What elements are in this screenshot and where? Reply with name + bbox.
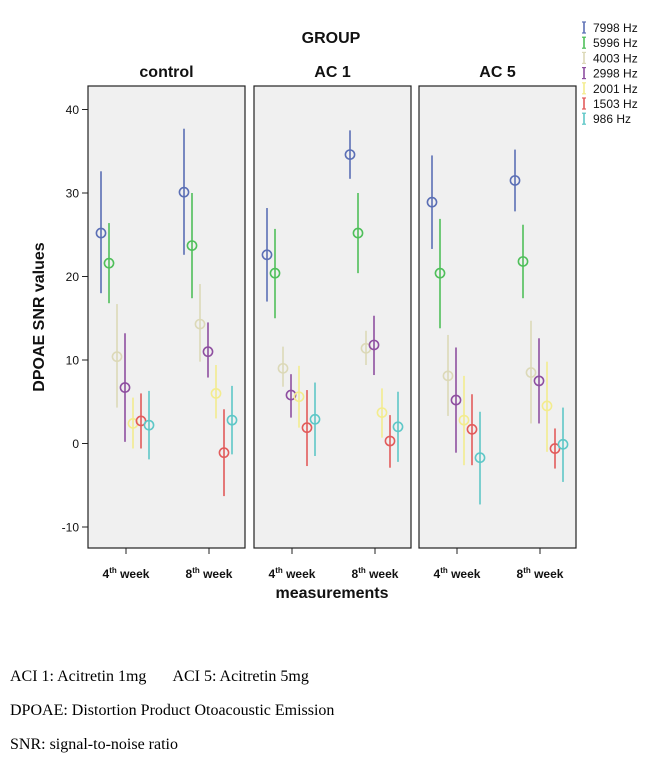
point-7998-hz: [95, 227, 107, 239]
point-4003-hz: [111, 351, 123, 363]
point-7998-hz: [344, 149, 356, 160]
point-5996-hz: [434, 267, 446, 279]
panel-1: [87, 85, 246, 549]
point-1503-hz: [218, 447, 230, 459]
x-tick-label: 4th week: [103, 566, 150, 581]
y-tick-label-10: 10: [66, 354, 80, 368]
panel-label-3: AC 5: [479, 64, 516, 81]
point-2001-hz: [376, 407, 388, 419]
legend-label-2998-hz: 2998 Hz: [593, 67, 638, 81]
y-tick-label-20: 20: [66, 270, 80, 284]
point-986-hz: [474, 452, 486, 464]
panel-3: [418, 85, 577, 549]
point-1503-hz: [384, 435, 396, 447]
point-986-hz: [557, 438, 569, 450]
footnote-line-1: ACI 1: Acitretin 1mg ACI 5: Acitretin 5mg: [10, 666, 650, 700]
footnote-aci5: ACI 5: Acitretin 5mg: [172, 668, 309, 685]
chart: GROUP control AC 1 AC 5 -10 0 10 20 30 40 DPOAE SN…: [31, 21, 638, 602]
point-986-hz: [226, 414, 238, 426]
x-tick-label: 4th week: [434, 566, 481, 581]
point-4003-hz: [525, 367, 537, 378]
point-2001-hz: [458, 414, 470, 426]
point-5996-hz: [103, 257, 115, 269]
point-2998-hz: [119, 382, 131, 393]
footnote-aci1: ACI 1: Acitretin 1mg: [10, 668, 147, 685]
point-5996-hz: [517, 256, 529, 267]
point-4003-hz: [277, 362, 289, 374]
point-1503-hz: [301, 422, 313, 434]
y-tick-label-0: 0: [72, 437, 79, 451]
point-2998-hz: [202, 346, 214, 358]
x-tick-label: 4th week: [269, 566, 316, 581]
x-axis-label: measurements: [276, 585, 389, 602]
point-7998-hz: [426, 196, 438, 208]
point-4003-hz: [194, 318, 206, 330]
legend-label-4003-hz: 4003 Hz: [593, 51, 638, 65]
point-2001-hz: [541, 400, 553, 412]
panel-label-2: AC 1: [314, 64, 351, 81]
point-986-hz: [392, 421, 404, 433]
chart-title: GROUP: [302, 30, 361, 47]
point-986-hz: [143, 419, 155, 431]
point-5996-hz: [269, 267, 281, 279]
point-2001-hz: [293, 391, 305, 403]
panel-label-1: control: [139, 64, 193, 81]
x-tick-label: 8th week: [352, 566, 399, 581]
legend-label-1503-hz: 1503 Hz: [593, 97, 638, 111]
point-7998-hz: [178, 186, 190, 198]
y-tick-label--10: -10: [62, 521, 80, 535]
legend-label-7998-hz: 7998 Hz: [593, 21, 638, 35]
point-7998-hz: [261, 249, 273, 261]
x-tick-label: 8th week: [186, 566, 233, 581]
y-tick-label-30: 30: [66, 187, 80, 201]
legend-label-5996-hz: 5996 Hz: [593, 36, 638, 50]
y-tick-label-40: 40: [66, 103, 80, 117]
footnote-line-2: DPOAE: Distortion Product Otoacoustic Em…: [10, 702, 335, 719]
y-axis-label: DPOAE SNR values: [31, 242, 48, 391]
footnote-line-3: SNR: signal-to-noise ratio: [10, 736, 178, 753]
point-986-hz: [309, 413, 321, 425]
point-7998-hz: [509, 175, 521, 186]
point-5996-hz: [352, 227, 364, 239]
legend-label-986-hz: 986 Hz: [593, 112, 631, 126]
panel-2: [253, 85, 412, 549]
x-tick-label: 8th week: [517, 566, 564, 581]
footnotes: ACI 1: Acitretin 1mg ACI 5: Acitretin 5mg…: [10, 666, 650, 768]
point-1503-hz: [466, 423, 478, 435]
point-2998-hz: [533, 375, 545, 387]
legend-label-2001-hz: 2001 Hz: [593, 82, 638, 96]
point-2001-hz: [210, 387, 222, 399]
point-4003-hz: [442, 370, 454, 382]
point-5996-hz: [186, 240, 198, 252]
point-2998-hz: [285, 389, 297, 401]
point-2998-hz: [368, 339, 380, 351]
point-2998-hz: [450, 394, 462, 406]
